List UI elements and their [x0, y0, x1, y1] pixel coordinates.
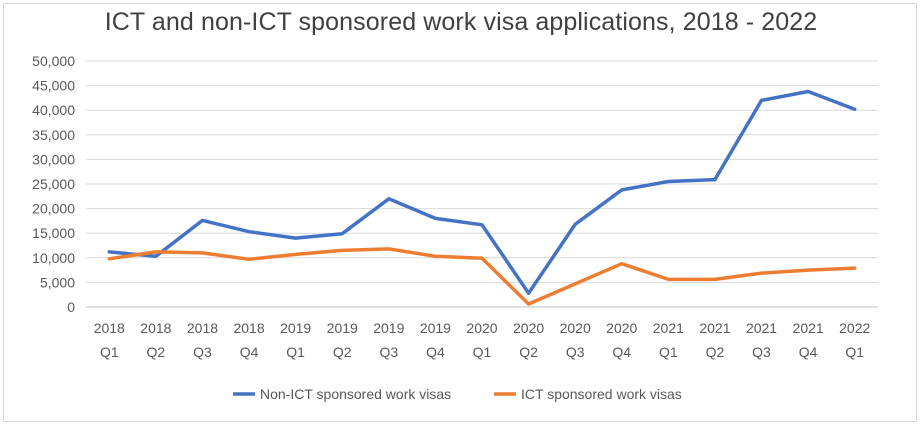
y-tick-label: 25,000	[32, 176, 75, 192]
x-tick-label-year: 2019	[280, 320, 311, 336]
y-tick-label: 30,000	[32, 151, 75, 167]
x-tick-label-year: 2022	[839, 320, 870, 336]
x-tick-label-quarter: Q1	[473, 344, 492, 360]
y-tick-label: 15,000	[32, 225, 75, 241]
x-tick-label-quarter: Q1	[845, 344, 864, 360]
x-tick-label-quarter: Q2	[706, 344, 725, 360]
y-tick-label: 35,000	[32, 127, 75, 143]
x-axis-tick-labels: 2018 Q1 2018 Q2 2018 Q3 2018 Q4 2019 Q1 2019 Q2 2019…	[94, 320, 871, 360]
y-tick-label: 20,000	[32, 201, 75, 217]
x-tick-label-year: 2018	[140, 320, 171, 336]
series-line-ict	[107, 247, 857, 306]
x-tick-label-year: 2020	[466, 320, 497, 336]
x-tick-label-quarter: Q4	[426, 344, 445, 360]
y-axis-tick-labels: 0 5,000 10,000 15,000 20,000 25,000 30,000 35,0…	[32, 53, 75, 315]
x-tick-label-quarter: Q3	[566, 344, 585, 360]
legend-label: Non-ICT sponsored work visas	[260, 386, 451, 402]
x-tick-label-year: 2021	[793, 320, 824, 336]
x-tick-label-year: 2020	[560, 320, 591, 336]
x-tick-label-year: 2021	[653, 320, 684, 336]
chart-title: ICT and non-ICT sponsored work visa appl…	[104, 8, 818, 36]
y-tick-label: 10,000	[32, 250, 75, 266]
y-tick-label: 0	[67, 299, 75, 315]
x-tick-label-quarter: Q1	[659, 344, 678, 360]
gridlines	[86, 60, 878, 308]
chart-frame	[3, 3, 917, 422]
x-tick-label-quarter: Q2	[519, 344, 538, 360]
x-tick-label-year: 2019	[420, 320, 451, 336]
x-tick-label-quarter: Q4	[612, 344, 631, 360]
x-tick-label-quarter: Q1	[286, 344, 305, 360]
x-tick-label-year: 2019	[373, 320, 404, 336]
x-tick-label-quarter: Q3	[379, 344, 398, 360]
x-tick-label-year: 2020	[513, 320, 544, 336]
y-tick-label: 50,000	[32, 53, 75, 69]
x-tick-label-year: 2019	[327, 320, 358, 336]
x-tick-label-year: 2018	[187, 320, 218, 336]
x-tick-label-quarter: Q4	[799, 344, 818, 360]
x-tick-label-year: 2020	[606, 320, 637, 336]
y-tick-label: 40,000	[32, 102, 75, 118]
x-tick-label-quarter: Q3	[752, 344, 771, 360]
series-line-non-ict	[107, 89, 857, 295]
x-tick-label-year: 2021	[699, 320, 730, 336]
legend: Non-ICT sponsored work visas ICT sponsore…	[233, 386, 682, 402]
y-tick-label: 5,000	[40, 274, 75, 290]
x-tick-label-quarter: Q3	[193, 344, 212, 360]
x-tick-label-quarter: Q4	[240, 344, 259, 360]
legend-label: ICT sponsored work visas	[521, 386, 682, 402]
y-tick-label: 45,000	[32, 78, 75, 94]
x-tick-label-quarter: Q1	[100, 344, 119, 360]
series-lines	[107, 89, 857, 306]
x-tick-label-year: 2018	[233, 320, 264, 336]
x-tick-label-year: 2018	[94, 320, 125, 336]
x-tick-label-quarter: Q2	[147, 344, 166, 360]
x-tick-label-quarter: Q2	[333, 344, 352, 360]
x-tick-label-year: 2021	[746, 320, 777, 336]
